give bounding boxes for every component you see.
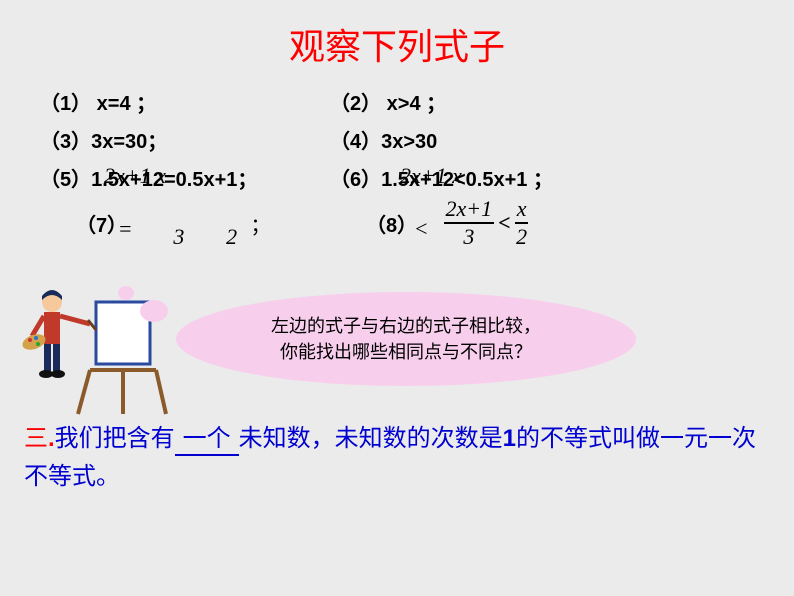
frac-8-right: x 2 xyxy=(515,198,529,248)
painter-icon xyxy=(18,276,168,416)
equation-row-3: 2x+1 x （5）1.5x+12=0.5x+1； 2x+1 x （6）1.5x… xyxy=(40,166,754,194)
bubble-text: 左边的式子与右边的式子相比较， 你能找出哪些相同点与不同点？ xyxy=(271,313,541,365)
eq-2: （2） x>4 ； xyxy=(330,90,754,118)
eq-7-fraction: = 2x+1 3 = x 2 xyxy=(141,198,238,248)
thought-bubble: 左边的式子与右边的式子相比较， 你能找出哪些相同点与不同点？ xyxy=(176,292,636,386)
middle-section: 左边的式子与右边的式子相比较， 你能找出哪些相同点与不同点？ xyxy=(0,256,794,416)
def-blank: 一个 xyxy=(175,424,239,456)
def-number-one: 1 xyxy=(503,425,516,452)
eq-5: 2x+1 x （5）1.5x+12=0.5x+1； xyxy=(40,166,330,194)
eq-1: （1） x=4 ； xyxy=(40,90,330,118)
frac-bot: 2 xyxy=(516,224,527,248)
frac-top: x xyxy=(515,198,529,224)
ordinal-dot: . xyxy=(48,425,55,452)
eq-3: （3）3x=30； xyxy=(40,128,330,156)
ordinal-three: 三 xyxy=(24,426,48,452)
page-title: 观察下列式子 xyxy=(0,0,794,70)
eq-6-base: （6）1.5x+12<0.5x+1 ； xyxy=(330,169,553,191)
eq-8-sign: < xyxy=(494,210,515,236)
eq-8-sign-offset: < xyxy=(415,216,427,242)
definition-text: 三.我们把含有一个未知数，未知数的次数是1的不等式叫做一元一次不等式。 xyxy=(0,416,794,496)
def-part-1: 我们把含有 xyxy=(55,426,175,452)
eq-4: （4）3x>30 xyxy=(330,128,754,156)
eq-5-base: （5）1.5x+12=0.5x+1； xyxy=(40,169,257,191)
frac-bot: 3 xyxy=(173,224,184,248)
eq-7-sign-offset: = xyxy=(119,216,131,242)
equation-list: （1） x=4 ； （2） x>4 ； （3）3x=30； （4）3x>30 2… xyxy=(0,70,794,248)
bubble-line-1: 左边的式子与右边的式子相比较， xyxy=(271,313,541,339)
eq-8: （8） < 2x+1 3 < x 2 xyxy=(330,198,754,248)
equation-row-2: （3）3x=30； （4）3x>30 xyxy=(40,128,754,156)
bubble-line-2: 你能找出哪些相同点与不同点？ xyxy=(271,339,541,365)
eq-7: （7） = 2x+1 3 = x 2 ； xyxy=(40,198,330,248)
frac-7-right: x 2 xyxy=(225,198,239,248)
equation-row-4: （7） = 2x+1 3 = x 2 ； （8） < 2x+1 xyxy=(40,198,754,248)
frac-top: 2x+1 xyxy=(444,198,495,224)
equation-row-1: （1） x=4 ； （2） x>4 ； xyxy=(40,90,754,118)
frac-bot: 2 xyxy=(226,224,237,248)
eq-7-semicolon: ； xyxy=(238,209,270,238)
eq-8-fraction: < 2x+1 3 < x 2 xyxy=(431,198,528,248)
frac-7-left: 2x+1 3 xyxy=(154,198,205,248)
frac-8-left: 2x+1 3 xyxy=(444,198,495,248)
eq-6: 2x+1 x （6）1.5x+12<0.5x+1 ； xyxy=(330,166,754,194)
def-part-2: 未知数，未知数的次数是 xyxy=(239,426,503,452)
frac-bot: 3 xyxy=(463,224,474,248)
